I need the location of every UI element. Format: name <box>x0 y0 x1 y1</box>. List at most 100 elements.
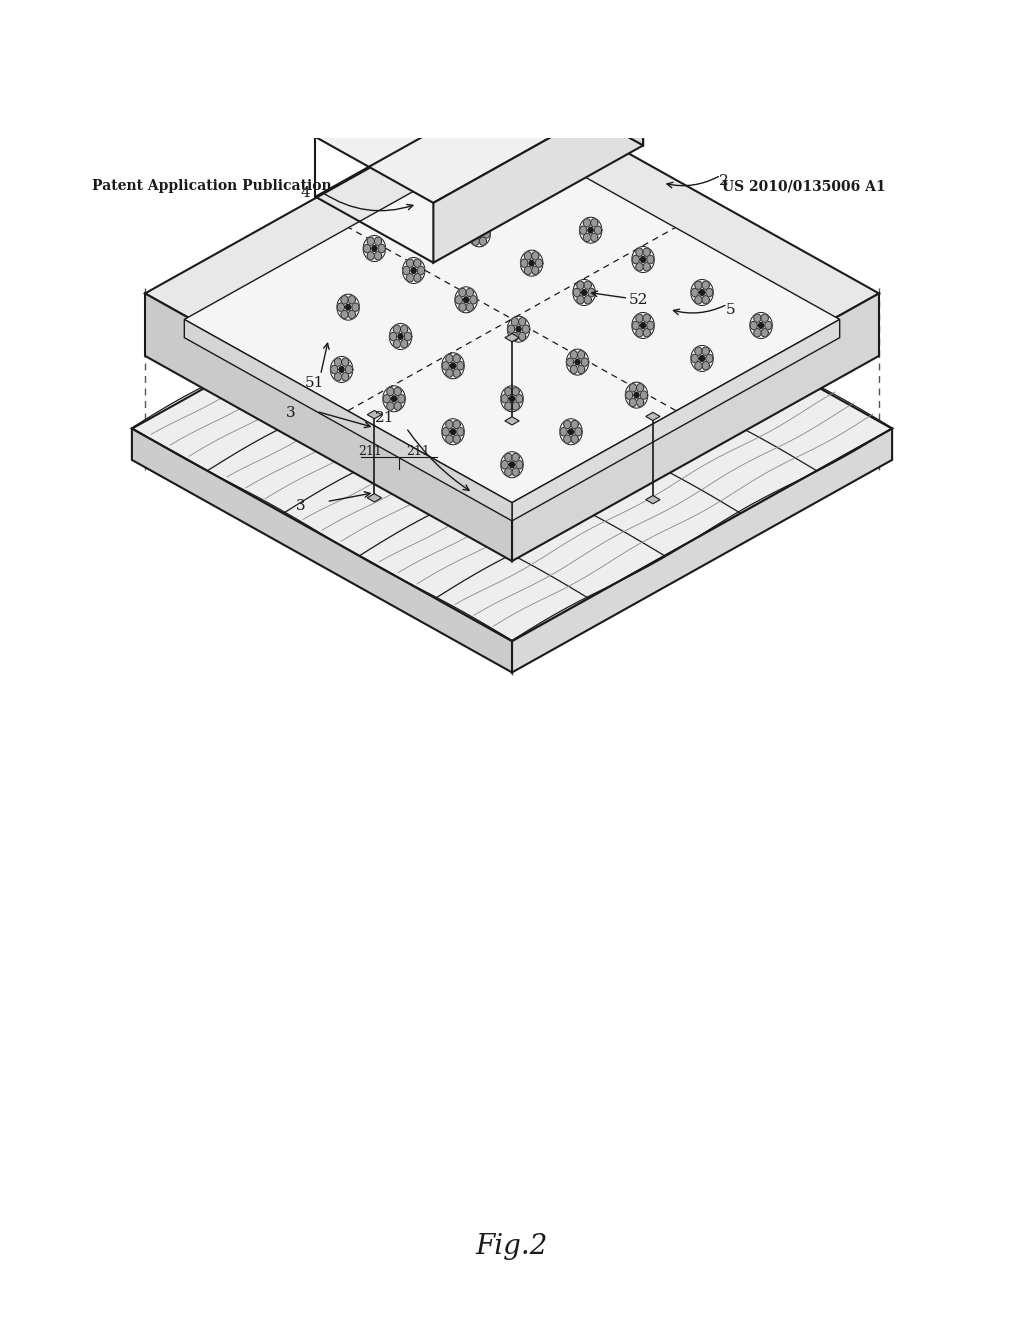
Polygon shape <box>643 314 650 322</box>
Polygon shape <box>442 362 450 370</box>
Polygon shape <box>585 281 591 289</box>
Text: 52: 52 <box>629 293 648 308</box>
Polygon shape <box>695 347 702 355</box>
Polygon shape <box>691 354 698 363</box>
Polygon shape <box>315 20 643 203</box>
Polygon shape <box>582 358 589 366</box>
Polygon shape <box>505 334 519 342</box>
Polygon shape <box>521 259 528 268</box>
Polygon shape <box>414 273 421 282</box>
Polygon shape <box>346 305 350 310</box>
Polygon shape <box>636 314 643 322</box>
Polygon shape <box>575 359 580 364</box>
Polygon shape <box>531 267 539 275</box>
Text: 3: 3 <box>296 499 305 513</box>
Polygon shape <box>505 417 519 425</box>
Polygon shape <box>706 288 713 297</box>
Polygon shape <box>640 391 647 399</box>
Polygon shape <box>400 325 408 333</box>
Polygon shape <box>516 461 523 469</box>
Polygon shape <box>472 222 479 231</box>
Text: 3: 3 <box>286 407 295 420</box>
Polygon shape <box>531 252 539 260</box>
Polygon shape <box>761 329 768 337</box>
Polygon shape <box>341 296 348 304</box>
Polygon shape <box>584 219 591 227</box>
Polygon shape <box>702 362 710 370</box>
Polygon shape <box>508 325 515 333</box>
Polygon shape <box>636 329 643 337</box>
Polygon shape <box>630 399 637 407</box>
Polygon shape <box>643 329 650 337</box>
Polygon shape <box>414 259 421 268</box>
Polygon shape <box>398 334 403 339</box>
Polygon shape <box>442 428 450 436</box>
Polygon shape <box>637 384 644 392</box>
Polygon shape <box>483 230 490 238</box>
Polygon shape <box>519 333 525 341</box>
Polygon shape <box>505 467 512 477</box>
Polygon shape <box>451 429 456 434</box>
Polygon shape <box>400 339 408 348</box>
Polygon shape <box>390 333 397 341</box>
Polygon shape <box>512 401 519 411</box>
Polygon shape <box>636 248 643 256</box>
Polygon shape <box>594 226 601 235</box>
Polygon shape <box>634 392 639 397</box>
Polygon shape <box>132 429 512 672</box>
Polygon shape <box>348 310 355 318</box>
Polygon shape <box>577 281 584 289</box>
Polygon shape <box>456 296 463 304</box>
Polygon shape <box>754 314 761 322</box>
Polygon shape <box>457 362 464 370</box>
Polygon shape <box>342 358 349 366</box>
Text: Patent Application Publication: Patent Application Publication <box>92 180 332 193</box>
Polygon shape <box>331 366 338 374</box>
Polygon shape <box>524 267 531 275</box>
Polygon shape <box>501 395 508 403</box>
Polygon shape <box>145 293 512 561</box>
Polygon shape <box>759 322 764 329</box>
Polygon shape <box>477 231 481 236</box>
Polygon shape <box>636 263 643 271</box>
Polygon shape <box>445 354 453 363</box>
Polygon shape <box>342 372 349 381</box>
Text: Jun. 3, 2010: Jun. 3, 2010 <box>399 180 494 193</box>
Polygon shape <box>339 367 344 372</box>
Polygon shape <box>647 255 654 264</box>
Polygon shape <box>511 318 518 326</box>
Polygon shape <box>699 289 705 296</box>
Text: 2: 2 <box>719 174 729 187</box>
Polygon shape <box>536 259 543 268</box>
Polygon shape <box>522 325 529 333</box>
Polygon shape <box>702 347 710 355</box>
Polygon shape <box>646 412 660 421</box>
Polygon shape <box>378 244 385 252</box>
Polygon shape <box>643 263 650 271</box>
Polygon shape <box>754 329 761 337</box>
Polygon shape <box>457 428 464 436</box>
Polygon shape <box>571 434 579 444</box>
Polygon shape <box>519 318 525 326</box>
Polygon shape <box>511 333 518 341</box>
Polygon shape <box>383 395 390 403</box>
Polygon shape <box>479 238 486 246</box>
Polygon shape <box>368 252 375 260</box>
Polygon shape <box>407 273 414 282</box>
Polygon shape <box>706 354 713 363</box>
Text: 4: 4 <box>300 186 310 201</box>
Polygon shape <box>630 384 637 392</box>
Polygon shape <box>352 304 359 312</box>
Polygon shape <box>578 351 585 359</box>
Polygon shape <box>695 296 702 304</box>
Polygon shape <box>459 304 466 312</box>
Polygon shape <box>574 428 582 436</box>
Text: Fig.2: Fig.2 <box>476 1233 548 1261</box>
Polygon shape <box>501 461 508 469</box>
Text: Sheet 2 of 10: Sheet 2 of 10 <box>548 180 651 193</box>
Text: 211: 211 <box>407 445 430 458</box>
Polygon shape <box>510 396 514 401</box>
Polygon shape <box>468 230 475 238</box>
Polygon shape <box>368 238 375 246</box>
Polygon shape <box>454 354 460 363</box>
